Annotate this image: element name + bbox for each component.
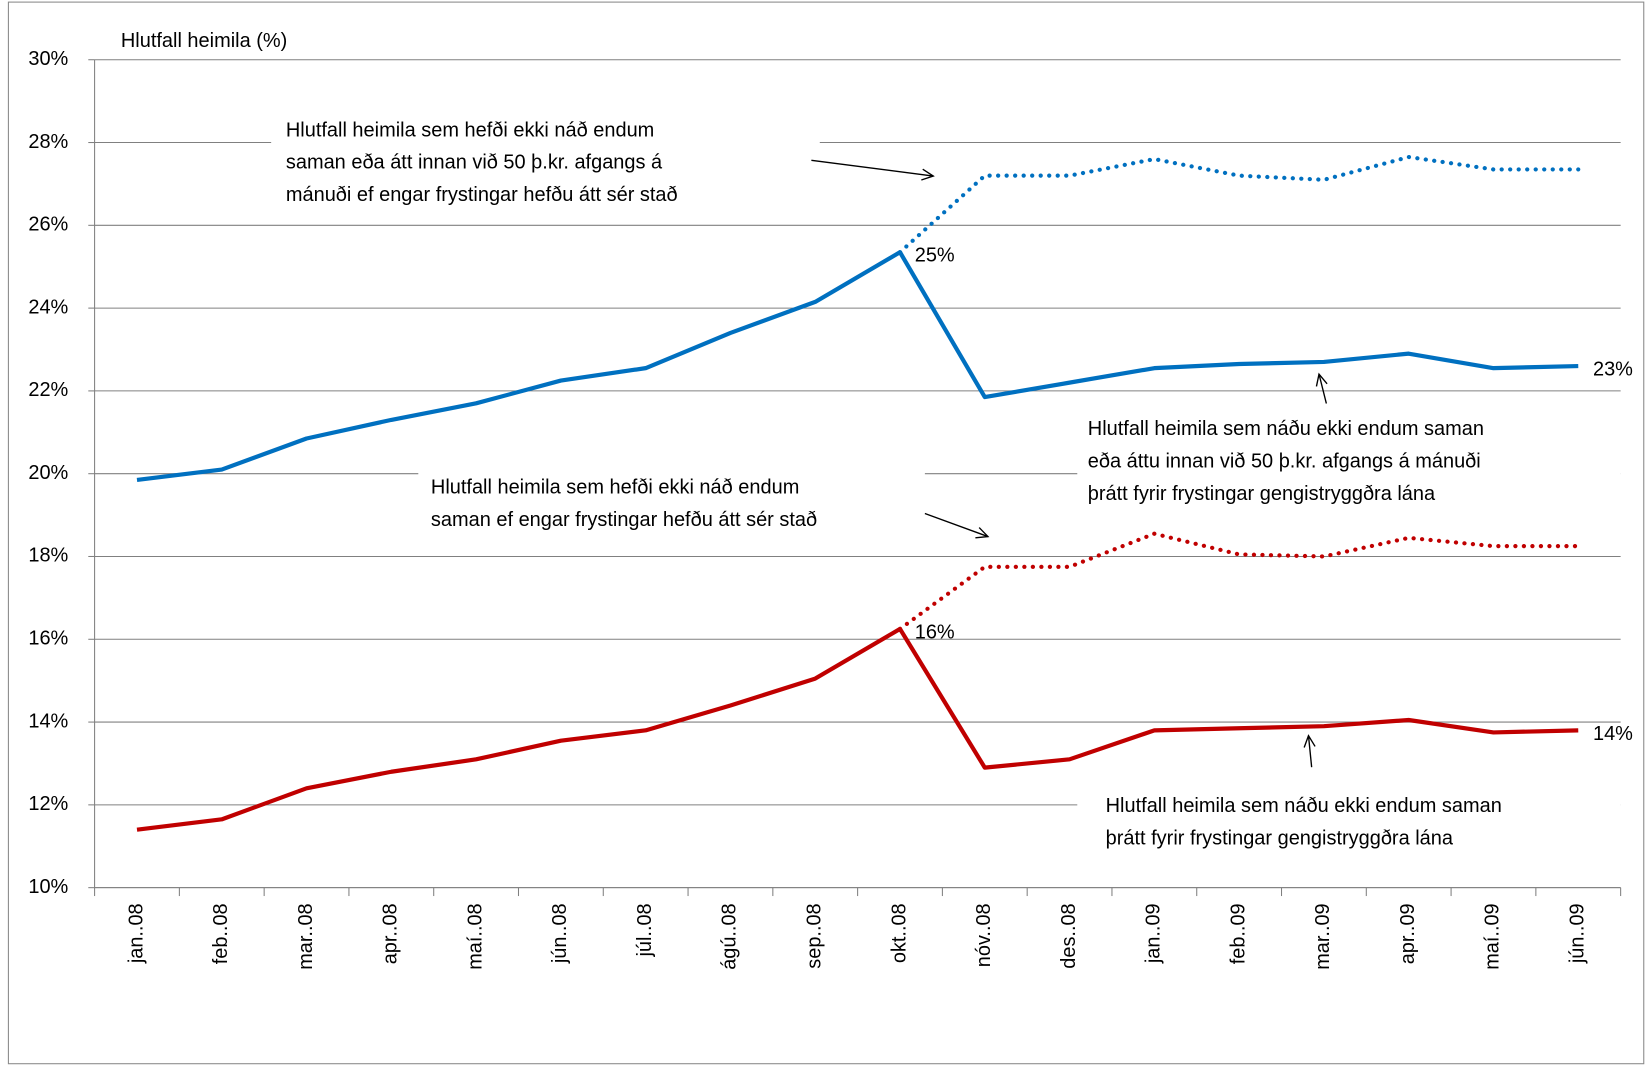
annotation-text: mánuði ef engar frystingar hefðu átt sér… [286,184,678,206]
x-tick-label: júl..08 [634,903,656,957]
annotation-text: eða áttu innan við 50 þ.kr. afgangs á má… [1088,450,1481,472]
annotation-box [1077,408,1621,514]
y-tick-label: 30% [28,48,68,70]
arrow-head [975,527,990,539]
x-tick-label: apr..08 [380,903,402,964]
series-line [136,626,1579,832]
x-tick-label: maí..09 [1482,903,1504,969]
data-label: 14% [1593,723,1633,745]
y-tick-label: 24% [28,296,68,318]
x-tick-label: sep..08 [803,903,825,968]
annotation-arrow [1318,373,1328,404]
arrow-head [1303,734,1316,748]
arrow-head [921,168,935,181]
annotation-text: Hlutfall heimila sem hefði ekki náð endu… [286,119,654,141]
annotation-box [271,110,820,224]
y-tick-label: 16% [28,628,68,650]
y-tick-label: 12% [28,793,68,815]
x-tick-label: mar..09 [1312,903,1334,969]
x-tick-label: jún..08 [549,903,571,964]
y-tick-label: 28% [28,131,68,153]
arrow-head [1315,372,1328,387]
x-tick-label: maí..08 [464,903,486,969]
annotation-arrow [811,159,934,177]
x-tick-label: feb..08 [210,903,232,964]
x-tick-label: nóv..08 [973,903,995,967]
x-tick-label: jan..09 [1143,903,1165,964]
x-tick-label: mar..08 [295,903,317,969]
x-tick-label: okt..08 [888,903,910,963]
data-label: 23% [1593,359,1633,381]
y-tick-label: 20% [28,462,68,484]
annotation-box [418,468,925,540]
annotation-text: þrátt fyrir frystingar gengistryggðra lá… [1106,828,1454,850]
x-tick-label: ágú..08 [719,903,741,969]
data-label: 16% [915,621,955,643]
annotation-arrow [924,512,989,538]
series-line [897,531,1581,632]
annotation-text: Hlutfall heimila sem náðu ekki endum sam… [1106,795,1502,817]
annotation-arrow [1307,735,1313,768]
chart-root: Hlutfall heimila (%) 10% 12% 14% 16% 18% 20% 2… [7,1,1645,1065]
y-tick-label: 14% [28,710,68,732]
x-tick-label: jan..08 [125,903,147,964]
y-tick-label: 18% [28,545,68,567]
series-line [136,250,1579,482]
x-tick-label: feb..09 [1227,903,1249,964]
data-label: 25% [915,245,955,267]
annotation-box [1077,788,1621,860]
annotation-text: Hlutfall heimila sem hefði ekki náð endu… [431,477,799,499]
annotation-text: þrátt fyrir frystingar gengistryggðra lá… [1088,483,1436,505]
series-line [897,154,1581,255]
y-tick-label: 10% [28,876,68,898]
x-tick-label: des..08 [1058,903,1080,968]
x-tick-label: jún..09 [1567,903,1589,964]
annotation-text: saman ef engar frystingar hefðu átt sér … [431,509,817,531]
annotation-text: Hlutfall heimila sem náðu ekki endum sam… [1088,418,1484,440]
y-tick-label: 22% [28,379,68,401]
y-tick-label: 26% [28,214,68,236]
y-axis-label: Hlutfall heimila (%) [121,30,287,52]
annotation-text: saman eða átt innan við 50 þ.kr. afgangs… [286,152,663,174]
x-tick-label: apr..09 [1397,903,1419,964]
